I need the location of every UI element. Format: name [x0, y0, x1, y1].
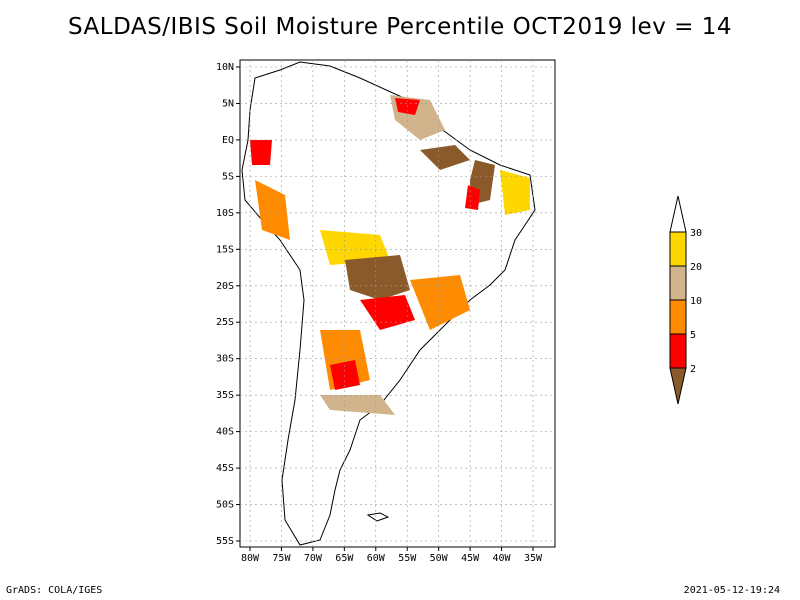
map-frame	[239, 59, 556, 548]
legend-arrow-top	[669, 195, 687, 233]
legend-label: 2	[690, 364, 696, 375]
legend-color-box	[669, 265, 687, 301]
legend-label: 30	[690, 228, 702, 239]
lon-tick-label: 60W	[367, 553, 386, 564]
lat-tick-label: 45S	[216, 463, 234, 474]
lat-tick-label: 15S	[216, 244, 234, 255]
lat-tick-label: 20S	[216, 281, 234, 292]
patch-amazon-brown	[420, 145, 470, 170]
legend-arrow-bottom	[669, 367, 687, 405]
patch-paraguay-red	[360, 295, 415, 330]
legend-color-box	[669, 231, 687, 267]
latitude-labels: 10N 5N EQ 5S 10S 15S 20S 25S 30S 35S 40S 45S 50S 55S	[216, 62, 240, 547]
lat-tick-label: 10N	[216, 62, 234, 73]
lat-tick-label: 30S	[216, 354, 234, 365]
map-title: SALDAS/IBIS Soil Moisture Percentile OCT…	[68, 14, 732, 40]
lat-tick-label: 35S	[216, 390, 234, 401]
patch-ne-brazil-red	[465, 185, 480, 210]
lat-tick-label: 55S	[216, 536, 234, 547]
lat-tick-label: 50S	[216, 500, 234, 511]
patch-south-brazil	[410, 275, 470, 330]
lon-tick-label: 50W	[430, 553, 449, 564]
lat-tick-label: 25S	[216, 317, 234, 328]
lon-tick-label: 55W	[398, 553, 417, 564]
falklands-islands	[366, 512, 390, 522]
legend-label: 10	[690, 296, 702, 307]
patch-central-brown	[345, 255, 410, 300]
lon-tick-label: 75W	[272, 553, 291, 564]
lat-tick-label: 5S	[222, 171, 234, 182]
lon-tick-label: 70W	[304, 553, 323, 564]
lon-tick-label: 45W	[461, 553, 480, 564]
patch-bolivia	[320, 230, 390, 265]
lon-tick-label: 35W	[524, 553, 543, 564]
legend-color-box	[669, 299, 687, 335]
color-legend: 2 5 10 20 30	[669, 195, 702, 405]
patch-ne-coast	[500, 170, 530, 215]
lat-tick-label: 5N	[222, 98, 234, 109]
lon-tick-label: 65W	[335, 553, 354, 564]
legend-color-box	[669, 333, 687, 369]
legend-label: 20	[690, 262, 702, 273]
lon-tick-label: 40W	[493, 553, 512, 564]
longitude-labels: 80W 75W 70W 65W 60W 55W 50W 45W 40W 35W	[241, 547, 543, 564]
lat-tick-label: EQ	[222, 135, 234, 146]
lon-tick-label: 80W	[241, 553, 260, 564]
footer-left: GrADS: COLA/IGES	[6, 585, 103, 596]
patch-colombia	[250, 140, 272, 165]
patch-argentina-red	[330, 360, 360, 390]
patch-pampas-tan	[320, 395, 395, 415]
footer-right: 2021-05-12-19:24	[683, 585, 780, 596]
lat-tick-label: 40S	[216, 427, 234, 438]
legend-label: 5	[690, 330, 696, 341]
graticule	[240, 60, 555, 547]
lat-tick-label: 10S	[216, 208, 234, 219]
